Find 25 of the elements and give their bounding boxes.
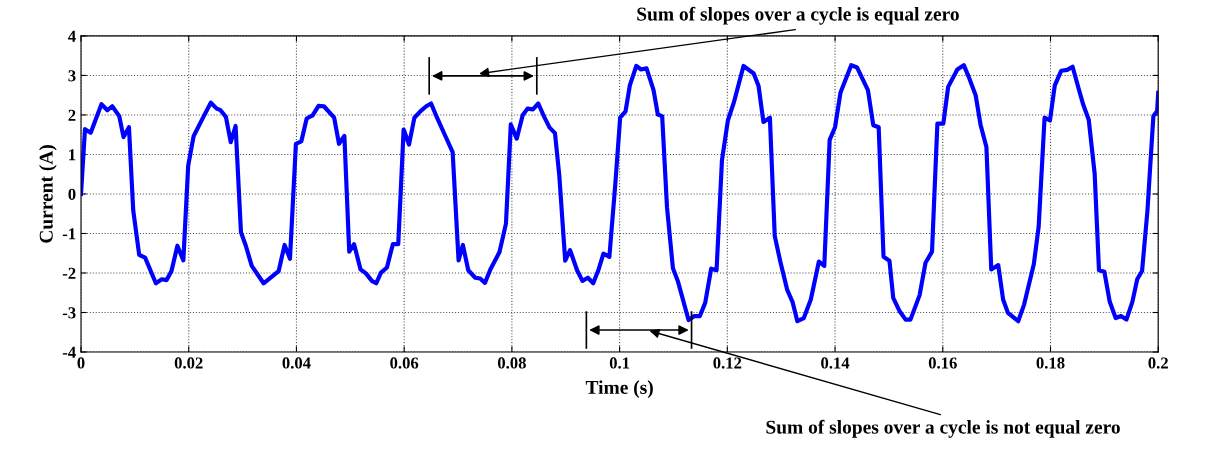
x-tick-label: 0.08 [497,357,526,369]
y-tick-label: 4 [68,30,76,42]
x-tick-label: 0.04 [282,357,311,369]
y-tick-label: 1 [69,149,76,161]
text: Sum of slopes over a cycle is equal zero [637,6,959,25]
y-tick-label: -4 [62,346,76,358]
y-tick-label: 0 [68,188,76,200]
line-series [81,63,1159,324]
x-tick-label: 0.14 [821,357,850,369]
x-tick-label: 0.12 [713,357,742,369]
y-tick-label: -2 [62,267,76,279]
y-tick-label: -1 [62,228,76,240]
x-tick-label: 0.16 [928,357,957,369]
y-tick-label: 3 [68,70,76,82]
x-tick-label: 0.02 [174,357,203,369]
x-tick-label: 0.18 [1036,357,1065,369]
x-axis-title: Time (s) [585,380,653,398]
y-axis-title: Current (A) [39,145,57,243]
x-tick-label: 0.2 [1148,357,1168,369]
x-tick-label: 0.1 [609,357,630,369]
y-tick-label: -3 [62,307,76,319]
y-tick-label: 2 [68,109,76,121]
text: Sum of slopes over a cycle is not equal zero [766,419,1120,438]
x-tick-label: 0.06 [390,357,419,369]
x-tick-label: 0 [77,357,85,369]
